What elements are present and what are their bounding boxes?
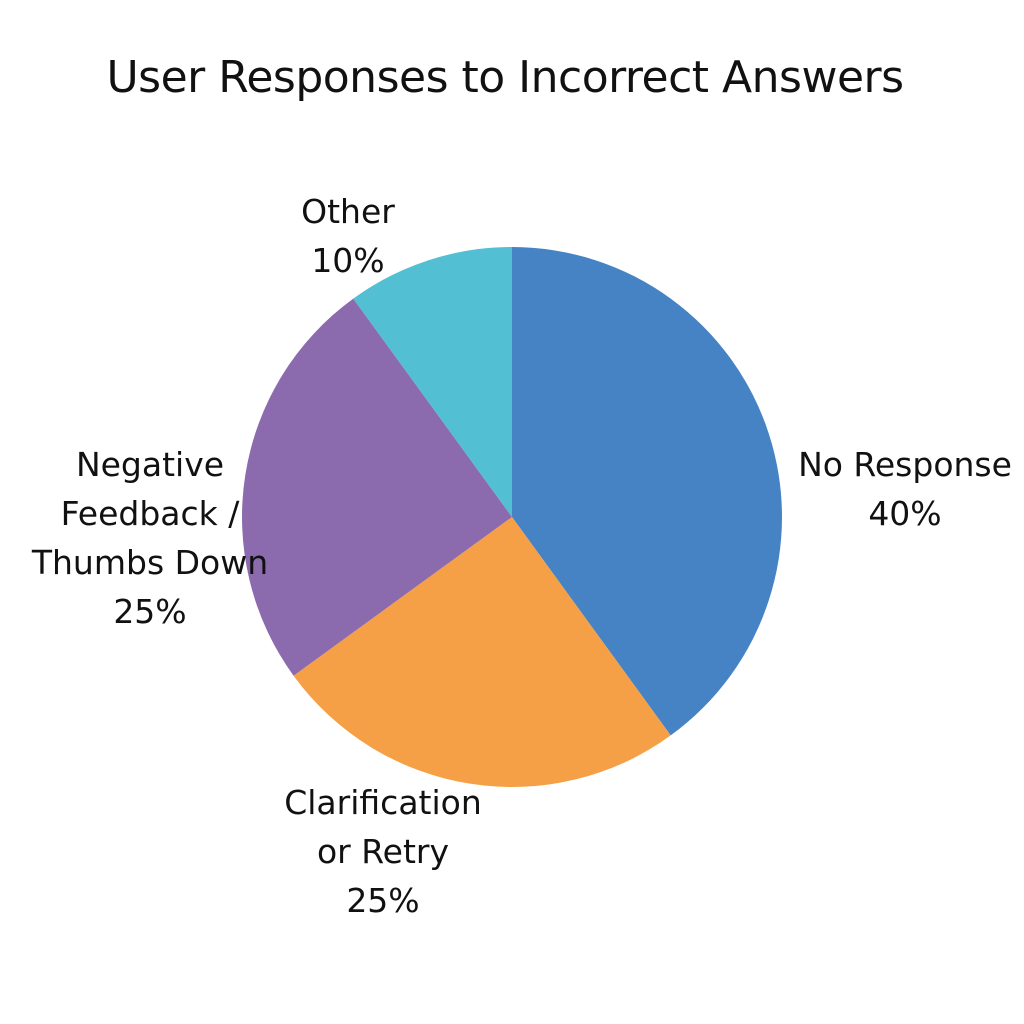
- slice-label-line: No Response: [798, 445, 1012, 484]
- slice-label-line: Negative: [75, 445, 225, 484]
- slice-label-value: 25%: [346, 881, 420, 920]
- slice-label-value: 10%: [311, 241, 385, 280]
- slice-label-line: Other: [301, 192, 395, 231]
- slice-label-line: Feedback /: [60, 494, 240, 533]
- pie-slice-other: [353, 247, 512, 517]
- pie-slice-clarification-or-retry: [293, 517, 671, 787]
- slice-label-no-response: No Response 40%: [790, 440, 1020, 538]
- chart-title: User Responses to Incorrect Answers: [106, 52, 904, 103]
- slice-label-value: 40%: [868, 494, 942, 533]
- slice-label-negative-feedback: Negative Feedback / Thumbs Down 25%: [18, 440, 282, 636]
- slice-label-other: Other 10%: [268, 187, 428, 285]
- slice-label-line: Thumbs Down: [31, 543, 269, 582]
- pie-slice-negative-feedback-thumbs-down: [242, 298, 512, 676]
- slice-label-line: Clarification: [284, 783, 482, 822]
- slice-label-line: or Retry: [316, 832, 450, 871]
- pie-slice-no-response: [512, 247, 782, 736]
- slice-label-value: 25%: [113, 592, 187, 631]
- slice-label-clarification-or-retry: Clarification or Retry 25%: [263, 778, 503, 925]
